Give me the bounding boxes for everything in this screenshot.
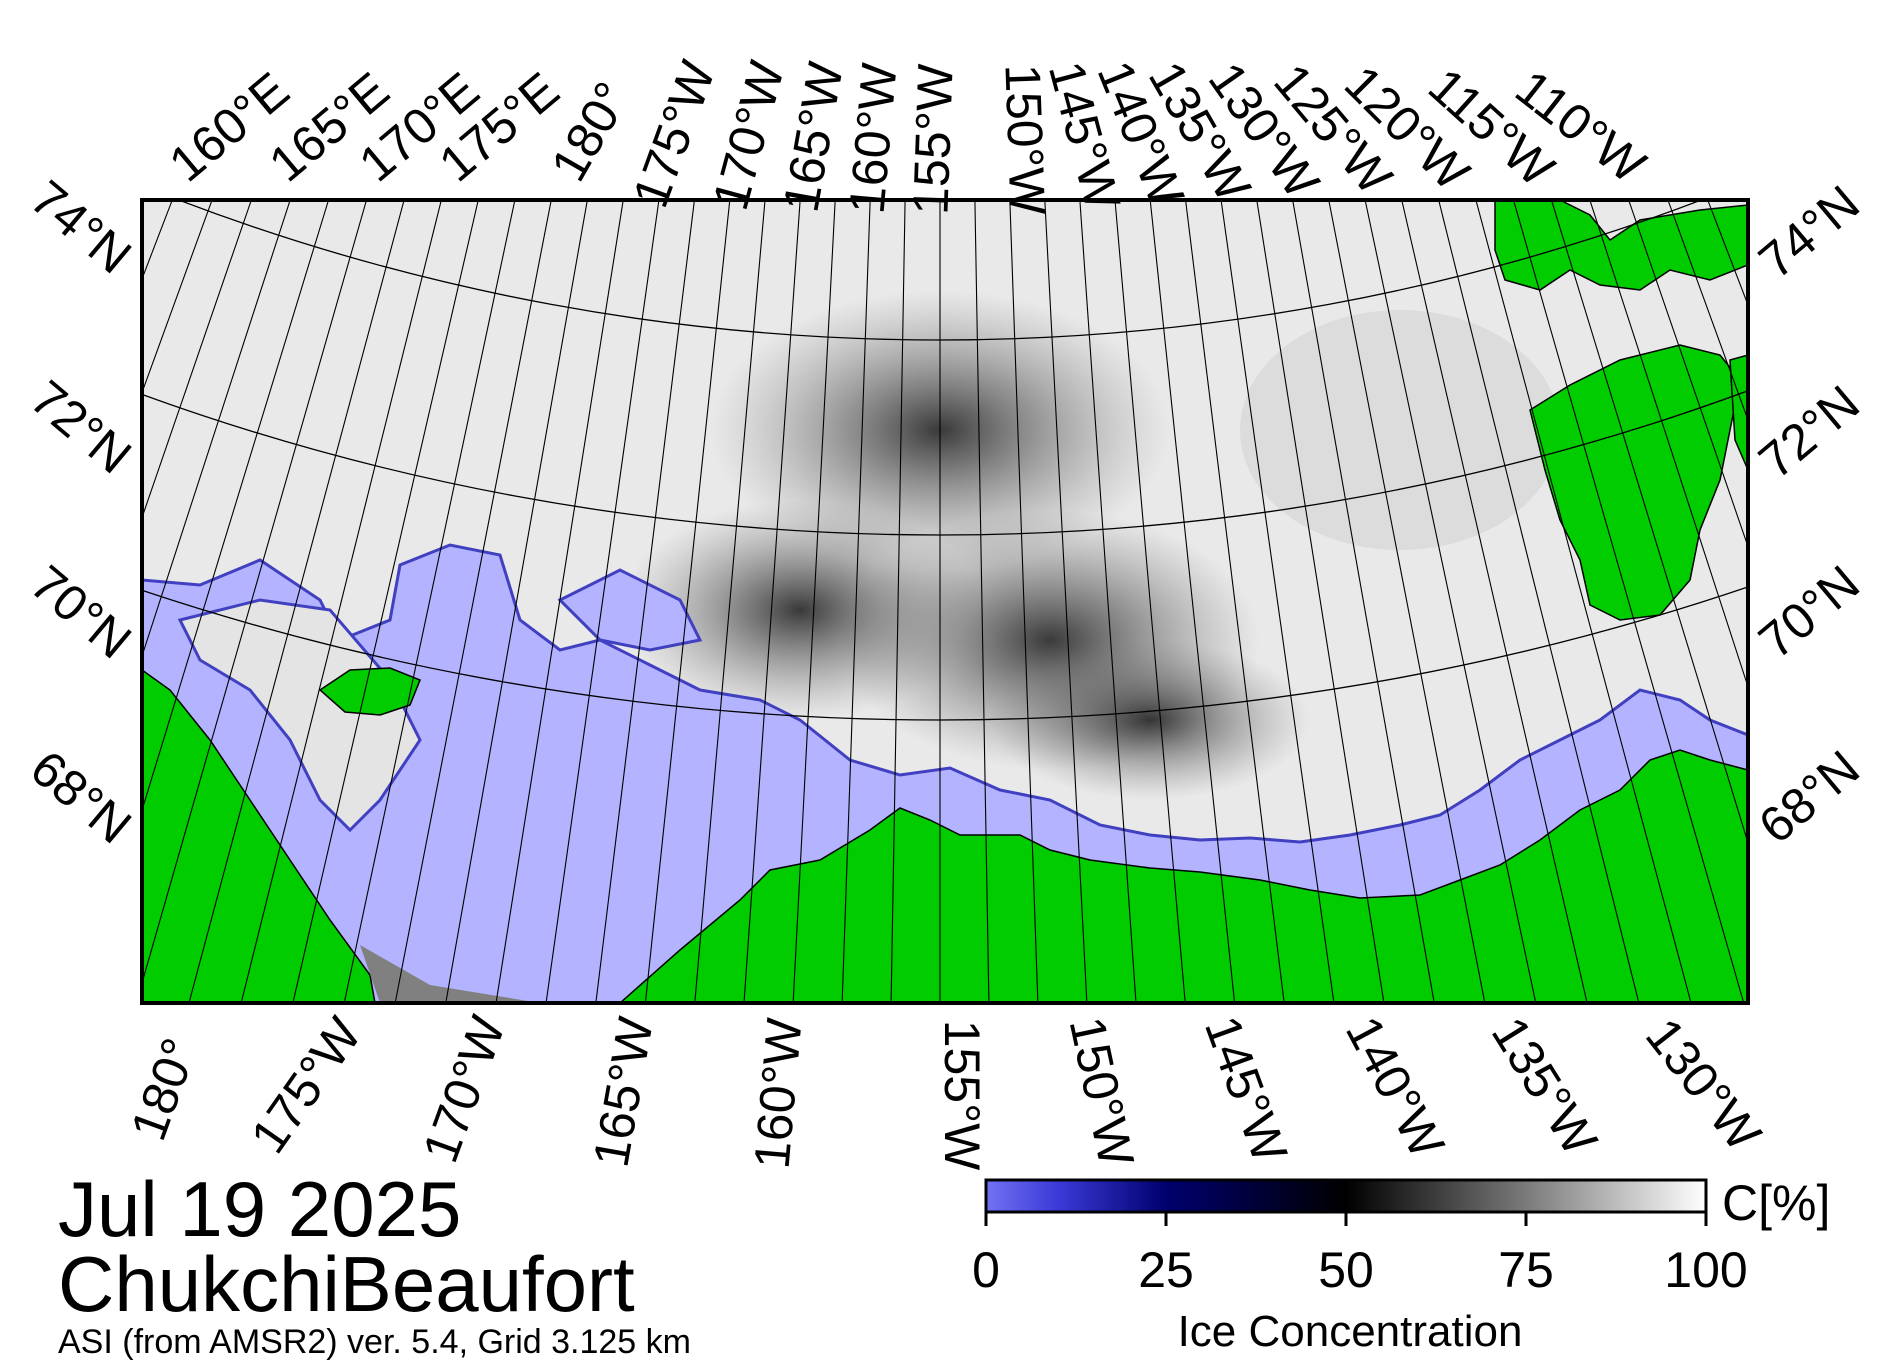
meridian-line	[1114, 200, 1186, 1003]
bottom-longitude-labels: 180° 175°W 170°W 165°W 160°W 155°W 150°W 145°W 1…	[120, 1007, 1772, 1172]
meridian-line	[1438, 200, 1640, 1003]
meridian-line	[595, 200, 695, 1003]
longitude-label-bottom: 160°W	[744, 1015, 813, 1171]
map-date: Jul 19 2025	[58, 1165, 462, 1253]
meridian-line	[0, 0, 14, 716]
longitude-label-bottom: 170°W	[412, 1008, 516, 1169]
colorbar-tick-25: 25	[1138, 1242, 1194, 1298]
land-siberia	[142, 669, 376, 1003]
top-longitude-labels: 160°E165°E170°E175°E180°175°W170°W165°W1…	[159, 52, 1657, 216]
meridian-line	[1256, 200, 1385, 1003]
meridian-line	[890, 200, 906, 1003]
land-wrangel-island	[318, 667, 421, 716]
meridian-line	[142, 200, 252, 520]
longitude-label-top: 155°W	[902, 62, 963, 215]
left-latitude-labels: 74°N 72°N 70°N 68°N	[20, 170, 142, 855]
meridian-line	[1628, 200, 1748, 549]
meridian-line	[1149, 200, 1236, 1003]
meridian-line	[394, 200, 552, 1003]
longitude-label-bottom: 135°W	[1481, 1007, 1609, 1165]
meridian-line	[142, 200, 291, 658]
longitude-label-bottom: 165°W	[583, 1012, 664, 1171]
latitude-label-right: 68°N	[1748, 740, 1870, 855]
colorbar-ticks	[984, 1212, 1708, 1226]
latitude-label-right: 72°N	[1748, 375, 1870, 490]
right-latitude-labels: 74°N 72°N 70°N 68°N	[1748, 175, 1870, 855]
meridian-line	[1185, 200, 1285, 1003]
low-concentration-patch	[620, 500, 980, 720]
meridian-line	[1044, 200, 1088, 1003]
map-source: ASI (from AMSR2) ver. 5.4, Grid 3.125 km	[58, 1323, 691, 1361]
meridian-line	[644, 200, 731, 1003]
meridian-line	[545, 200, 660, 1003]
meridian-line	[1079, 200, 1137, 1003]
meridian-line	[292, 200, 479, 1003]
meridian-line	[974, 200, 990, 1003]
map-region: ChukchiBeaufort	[58, 1240, 635, 1328]
latitude-label-right: 74°N	[1748, 175, 1870, 290]
latitude-label-right: 70°N	[1748, 555, 1870, 670]
meridian-line	[495, 200, 624, 1003]
meridian-line	[240, 200, 442, 1003]
meridian-line	[1667, 200, 1748, 422]
colorbar-tick-75: 75	[1498, 1242, 1554, 1298]
latitude-label-left: 74°N	[20, 170, 142, 285]
meridian-line	[0, 0, 39, 744]
meridian-line	[1550, 200, 1748, 845]
longitude-label-bottom: 150°W	[1059, 1012, 1145, 1172]
graticule-grid	[0, 0, 1890, 1003]
meridian-line	[694, 200, 766, 1003]
meridian-line	[343, 200, 516, 1003]
latitude-label-left: 70°N	[20, 555, 142, 670]
map-area	[0, 0, 1890, 1003]
meridian-line	[1220, 200, 1335, 1003]
meridian-line	[1475, 200, 1692, 1003]
longitude-label-bottom: 130°W	[1635, 1008, 1772, 1162]
meridian-line	[1009, 200, 1039, 1003]
colorbar-tick-100: 100	[1664, 1242, 1748, 1298]
longitude-label-bottom: 155°W	[934, 1020, 990, 1171]
colorbar	[984, 1178, 1708, 1214]
low-concentration-patch	[990, 640, 1310, 800]
meridian-line	[1866, 0, 1890, 716]
colorbar-tick-50: 50	[1318, 1242, 1374, 1298]
longitude-label-bottom: 180°	[120, 1031, 208, 1147]
colorbar-label: Ice Concentration	[1177, 1307, 1523, 1356]
no-data-region	[360, 945, 540, 1003]
meridian-line	[743, 200, 801, 1003]
meridian-line	[142, 200, 368, 985]
longitude-label-top: 150°W	[994, 63, 1055, 216]
longitude-label-bottom: 145°W	[1194, 1009, 1298, 1170]
meridian-line	[188, 200, 405, 1003]
latitude-label-left: 68°N	[20, 740, 142, 855]
meridian-line	[792, 200, 836, 1003]
longitude-label-bottom: 140°W	[1335, 1007, 1456, 1167]
meridian-line	[1512, 200, 1745, 1003]
latitude-label-left: 72°N	[20, 370, 142, 485]
meridian-line	[1589, 200, 1748, 689]
meridian-line	[142, 200, 330, 813]
meridian-line	[1328, 200, 1486, 1003]
longitude-label-bottom: 175°W	[240, 1007, 373, 1163]
meridian-line	[1841, 0, 1890, 744]
meridian-line	[841, 200, 871, 1003]
open-water	[142, 543, 1748, 1003]
land-banks-island	[1529, 344, 1741, 621]
meridian-line	[1364, 200, 1537, 1003]
map-frame	[140, 198, 1750, 1005]
colorbar-tick-0: 0	[972, 1242, 1000, 1298]
land-alaska	[618, 749, 1748, 1003]
longitude-label-top: 160°W	[839, 60, 908, 216]
meridian-line	[1292, 200, 1435, 1003]
colorbar-unit: C[%]	[1722, 1175, 1831, 1231]
meridian-line	[1401, 200, 1588, 1003]
meridian-line	[445, 200, 588, 1003]
